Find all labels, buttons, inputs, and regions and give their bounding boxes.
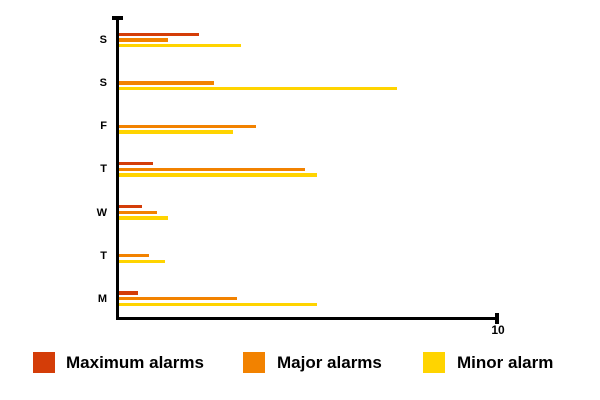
x-axis-arrow <box>495 313 499 324</box>
category-label-tuesday: T <box>100 250 107 262</box>
category-label-thursday: T <box>100 163 107 175</box>
bar-series2-cat0 <box>119 44 241 48</box>
y-axis <box>116 18 119 319</box>
legend-label-maximum-alarms: Maximum alarms <box>66 353 204 372</box>
bar-series1-cat0 <box>119 38 169 42</box>
category-label-friday: F <box>100 120 107 132</box>
x-axis-max-tick-label: 10 <box>491 323 505 337</box>
bar-series1-cat6 <box>119 296 237 301</box>
category-label-wednesday: W <box>96 207 107 219</box>
bar-series2-cat5 <box>119 259 165 263</box>
bar-series2-cat4 <box>119 216 169 220</box>
legend-swatch-minor-alarm <box>423 352 445 373</box>
legend-label-minor-alarm: Minor alarm <box>457 353 554 372</box>
legend-swatch-major-alarms <box>243 352 265 373</box>
bar-series0-cat4 <box>119 205 142 209</box>
bar-series1-cat4 <box>119 210 158 215</box>
bar-series2-cat6 <box>119 302 317 306</box>
bar-series2-cat3 <box>119 173 317 177</box>
bar-series2-cat2 <box>119 130 234 134</box>
category-label-monday: M <box>97 293 107 305</box>
bar-series2-cat1 <box>119 87 397 91</box>
x-axis <box>116 317 498 320</box>
bar-series0-cat0 <box>119 32 199 36</box>
y-axis-arrow <box>112 16 123 20</box>
bar-series1-cat1 <box>119 81 215 85</box>
bar-series0-cat3 <box>119 161 154 166</box>
bar-series1-cat2 <box>119 124 257 128</box>
legend-swatch-maximum-alarms <box>33 352 55 373</box>
category-label-sunday: S <box>99 34 107 46</box>
bar-series1-cat5 <box>119 253 150 258</box>
legend-label-major-alarms: Major alarms <box>277 353 382 372</box>
category-label-saturday: S <box>99 77 107 89</box>
bar-series1-cat3 <box>119 167 306 171</box>
bar-series0-cat6 <box>119 291 139 295</box>
